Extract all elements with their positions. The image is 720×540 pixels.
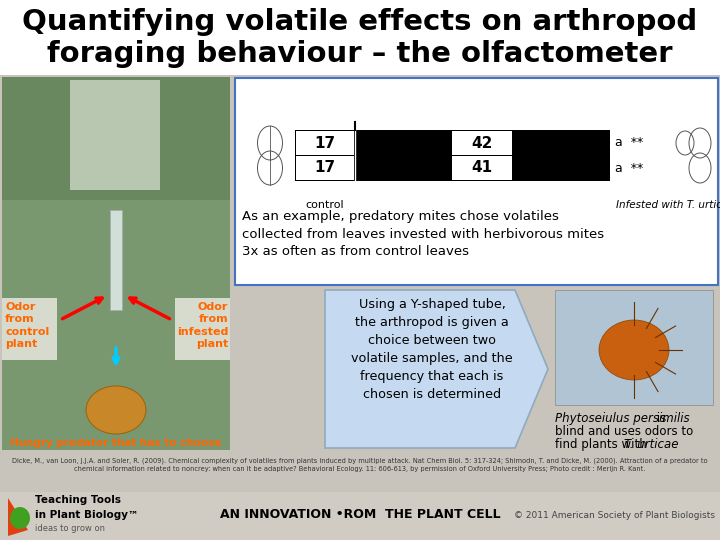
FancyBboxPatch shape xyxy=(0,492,720,540)
Text: AN INNOVATION •ROM  THE PLANT CELL: AN INNOVATION •ROM THE PLANT CELL xyxy=(220,509,500,522)
Polygon shape xyxy=(325,290,548,448)
Ellipse shape xyxy=(86,386,146,434)
FancyBboxPatch shape xyxy=(295,155,610,181)
Text: 17: 17 xyxy=(315,136,336,151)
Text: a  **: a ** xyxy=(615,137,643,150)
Text: As an example, predatory mites chose volatiles
collected from leaves invested wi: As an example, predatory mites chose vol… xyxy=(242,210,604,258)
FancyBboxPatch shape xyxy=(452,131,512,155)
Ellipse shape xyxy=(599,320,669,380)
Text: Infested with T. urticae: Infested with T. urticae xyxy=(616,200,720,210)
FancyBboxPatch shape xyxy=(2,77,230,200)
Text: control: control xyxy=(306,200,344,210)
Text: © 2011 American Society of Plant Biologists: © 2011 American Society of Plant Biologi… xyxy=(514,510,715,519)
Text: Teaching Tools: Teaching Tools xyxy=(35,495,121,505)
Text: a  **: a ** xyxy=(615,161,643,174)
FancyBboxPatch shape xyxy=(295,130,610,156)
Polygon shape xyxy=(8,498,28,536)
FancyBboxPatch shape xyxy=(235,78,718,285)
Text: blind and uses odors to: blind and uses odors to xyxy=(555,425,693,438)
FancyBboxPatch shape xyxy=(0,478,720,540)
FancyBboxPatch shape xyxy=(555,290,713,405)
Text: Odor
from
infested
plant: Odor from infested plant xyxy=(176,302,228,349)
Text: T. urticae: T. urticae xyxy=(624,438,679,451)
Text: 41: 41 xyxy=(472,160,492,176)
Text: Hungry predator that has to choose: Hungry predator that has to choose xyxy=(10,438,222,448)
Text: find plants with: find plants with xyxy=(555,438,650,451)
Text: Odor
from
control
plant: Odor from control plant xyxy=(5,302,49,349)
Text: in Plant Biology™: in Plant Biology™ xyxy=(35,510,138,520)
Text: Dicke, M., van Loon, J.J.A. and Soler, R. (2009). Chemical complexity of volatil: Dicke, M., van Loon, J.J.A. and Soler, R… xyxy=(12,458,708,472)
FancyBboxPatch shape xyxy=(175,298,230,360)
FancyBboxPatch shape xyxy=(452,156,512,180)
Text: Using a Y-shaped tube,
the arthropod is given a
choice between two
volatile samp: Using a Y-shaped tube, the arthropod is … xyxy=(351,298,513,401)
FancyBboxPatch shape xyxy=(2,298,57,360)
Text: foraging behaviour – the olfactometer: foraging behaviour – the olfactometer xyxy=(48,40,672,68)
FancyBboxPatch shape xyxy=(296,156,354,180)
FancyBboxPatch shape xyxy=(0,0,720,75)
Ellipse shape xyxy=(10,507,30,529)
Text: Quantifying volatile effects on arthropod: Quantifying volatile effects on arthropo… xyxy=(22,8,698,36)
Text: 42: 42 xyxy=(472,136,492,151)
Text: ideas to grow on: ideas to grow on xyxy=(35,524,105,533)
Text: is: is xyxy=(653,412,666,425)
FancyBboxPatch shape xyxy=(110,210,122,310)
FancyBboxPatch shape xyxy=(296,131,354,155)
Text: 17: 17 xyxy=(315,160,336,176)
Text: Phytoseiulus persimilis: Phytoseiulus persimilis xyxy=(555,412,690,425)
FancyBboxPatch shape xyxy=(2,77,230,450)
FancyBboxPatch shape xyxy=(70,80,160,190)
